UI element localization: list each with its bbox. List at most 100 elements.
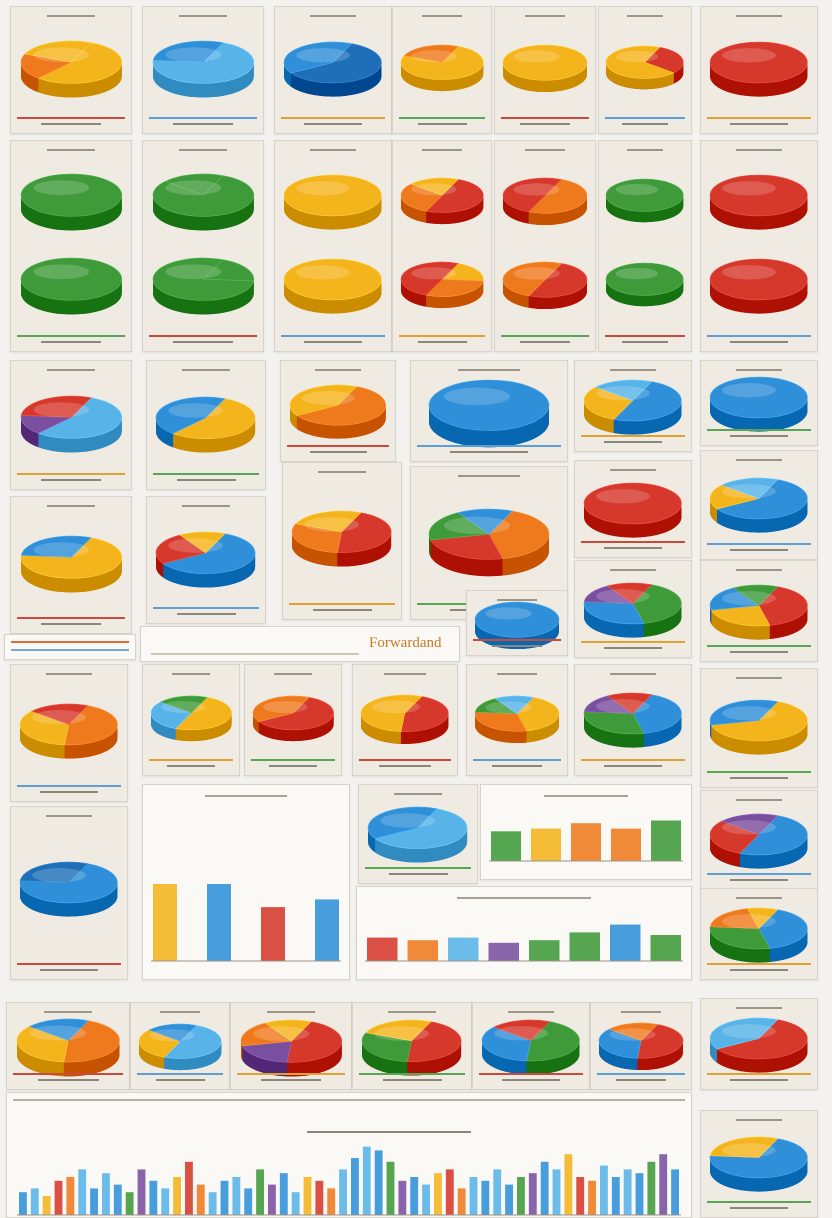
chart-panel-p02 xyxy=(142,6,264,134)
pie-p28 xyxy=(708,583,809,642)
panel-footer-text-mark xyxy=(313,609,372,611)
pie-p39 xyxy=(708,906,809,965)
chart-panel-p15 xyxy=(10,360,132,490)
panel-title-mark xyxy=(736,799,782,801)
bottom-bars-bar-36 xyxy=(446,1169,454,1215)
panel-title-mark xyxy=(458,475,520,477)
bottom-bars-bar-42 xyxy=(517,1177,525,1215)
pie-p08-top xyxy=(19,172,124,232)
pie-p30-highlight xyxy=(32,711,86,725)
banner-panel: Forwardand xyxy=(140,626,460,662)
panel-footer-rule xyxy=(237,1073,345,1075)
pie-p23 xyxy=(290,509,393,569)
pie-p09-bottom-highlight xyxy=(165,265,220,280)
pie-p35 xyxy=(582,691,683,750)
panel-footer-text-mark xyxy=(730,341,788,343)
panel-footer-text-mark xyxy=(502,1079,560,1081)
bottom-chart-subtitle-mark xyxy=(307,1131,471,1133)
pie-p18 xyxy=(427,378,551,449)
panel-footer-rule xyxy=(149,759,233,761)
pie-p48 xyxy=(708,1135,809,1194)
chart-panel-p26 xyxy=(700,450,818,560)
pie-p28-highlight xyxy=(722,591,776,605)
panel-title-mark xyxy=(525,149,565,151)
panel-title-mark xyxy=(315,369,361,371)
pie-p18-slice-0 xyxy=(429,380,549,430)
pie-p03-highlight xyxy=(296,48,350,62)
panel-footer-rule xyxy=(707,429,811,431)
pie-p14-top xyxy=(708,173,809,232)
pie-p38 xyxy=(708,812,809,871)
bottom-bars-bar-22 xyxy=(280,1173,288,1215)
bottom-bars-bar-17 xyxy=(221,1181,229,1215)
panel-title-mark xyxy=(182,505,229,507)
bar-panel-title-mark xyxy=(205,795,287,797)
pie-p08-top-highlight xyxy=(33,181,88,196)
left-label-rule-blue xyxy=(11,649,129,651)
pie-p26 xyxy=(708,476,809,535)
panel-title-mark xyxy=(621,1011,661,1013)
bottom-bars-bar-31 xyxy=(387,1162,395,1215)
panel-footer-text-mark xyxy=(604,765,662,767)
bar-chart-b2-bar-5 xyxy=(570,932,601,961)
bottom-bars-bar-24 xyxy=(304,1177,312,1215)
pie-p01-highlight xyxy=(33,48,88,63)
bottom-bars-bar-28 xyxy=(351,1158,359,1215)
left-label-rule-red xyxy=(11,641,129,643)
panel-title-mark xyxy=(610,469,656,471)
bottom-bars-bar-0 xyxy=(19,1192,27,1215)
panel-footer-rule xyxy=(17,335,125,337)
pie-p38-highlight xyxy=(722,820,776,834)
panel-title-mark xyxy=(172,673,210,675)
chart-panel-p21 xyxy=(10,496,132,634)
panel-footer-text-mark xyxy=(310,451,367,453)
bottom-bars-bar-53 xyxy=(647,1162,655,1215)
pie-p13-top-highlight xyxy=(616,184,659,195)
bottom-bars-bar-21 xyxy=(268,1185,276,1215)
panel-footer-rule xyxy=(501,335,589,337)
chart-panel-p42 xyxy=(130,1002,230,1090)
bar-panel-b3 xyxy=(142,784,350,980)
pie-p08-bottom-slice-0 xyxy=(21,258,122,300)
bottom-bars-bar-1 xyxy=(31,1188,39,1215)
bar-chart-b1-bar-3 xyxy=(611,829,641,861)
chart-panel-p11 xyxy=(392,140,492,352)
bottom-bars-bar-8 xyxy=(114,1185,122,1215)
panel-footer-text-mark xyxy=(730,1207,788,1209)
panel-footer-text-mark xyxy=(520,341,570,343)
panel-footer-rule xyxy=(137,1073,223,1075)
panel-footer-text-mark xyxy=(40,791,98,793)
panel-footer-text-mark xyxy=(389,873,448,875)
pie-p13-bottom-slice-0 xyxy=(606,263,683,295)
bottom-bars-bar-15 xyxy=(197,1185,205,1215)
panel-footer-rule xyxy=(149,117,257,119)
panel-footer-text-mark xyxy=(730,1079,788,1081)
panel-title-mark xyxy=(736,897,782,899)
chart-panel-p08 xyxy=(10,140,132,352)
panel-footer-rule xyxy=(17,117,125,119)
panel-title-mark xyxy=(179,149,227,151)
bottom-bars-bar-33 xyxy=(410,1177,418,1215)
panel-title-mark xyxy=(160,1011,199,1013)
panel-footer-rule xyxy=(707,335,811,337)
chart-panel-p07 xyxy=(700,6,818,134)
pie-p46 xyxy=(597,1021,685,1072)
pie-p25 xyxy=(582,481,683,540)
bar-panel-b2 xyxy=(356,886,692,980)
panel-title-mark xyxy=(736,677,782,679)
panel-footer-rule xyxy=(417,445,561,447)
pie-p02-highlight xyxy=(165,48,220,63)
panel-title-mark xyxy=(44,1011,93,1013)
chart-panel-p01 xyxy=(10,6,132,134)
bar-chart-b2-bar-3 xyxy=(489,943,520,961)
pie-p46-highlight xyxy=(610,1028,656,1040)
chart-panel-p10 xyxy=(274,140,392,352)
pie-p25-slice-0 xyxy=(584,483,681,524)
chart-panel-p22 xyxy=(146,496,266,624)
panel-footer-rule xyxy=(707,771,811,773)
pie-p04-highlight xyxy=(411,50,456,62)
bar-chart-b2-bar-2 xyxy=(448,938,479,961)
bar-chart-b2 xyxy=(357,887,691,979)
chart-panel-p18 xyxy=(410,360,568,462)
chart-panel-p17 xyxy=(280,360,396,462)
